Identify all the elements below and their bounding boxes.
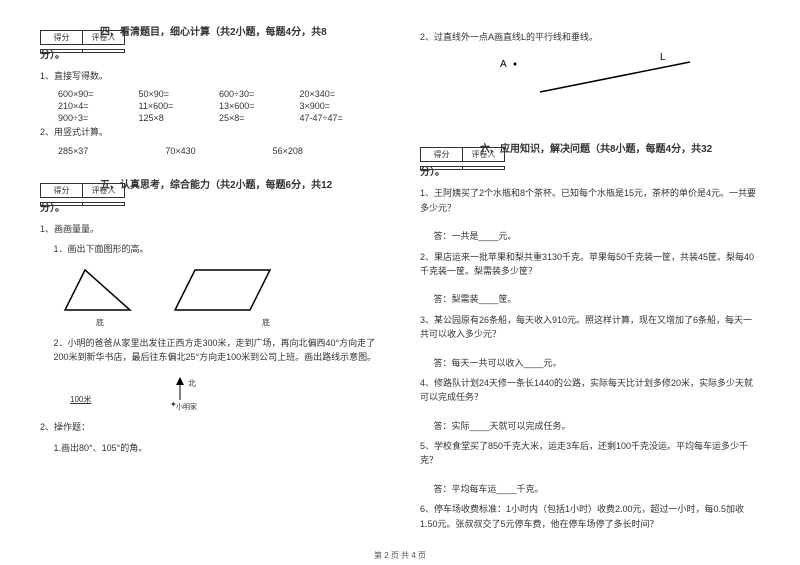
eq: 56×208 [273,146,380,156]
eq: 70×430 [165,146,272,156]
line-diagram: A L [500,52,760,99]
a6-2: 答：梨需装____筐。 [434,292,761,306]
a6-3: 答：每天一共可以收入____元。 [434,356,761,370]
left-column: 得分 评卷人 四、看清题目，细心计算（共2小题，每题4分，共8 分）。 1、直接… [40,30,380,525]
eq: 47-47÷47= [300,113,381,123]
q5-2: 2、操作题： [40,420,380,434]
q5-2a: 1.画出80°、105°的角。 [54,441,381,455]
home-text: 小明家 [176,402,197,412]
q6-4: 4、修路队计划24天修一条长1440的公路，实际每天比计划多修20米，实际多少天… [420,376,760,405]
eq-row-1: 210×4= 11×600= 13×600= 3×900= [58,101,380,111]
point-a-label: A [500,59,507,70]
q6-5: 5、学校食堂买了850千克大米，运走3车后，还剩100千克没运。平均每车运多少千… [420,439,760,468]
eq: 11×600= [139,101,220,111]
a6-1: 答：一共是____元。 [434,229,761,243]
parallelogram-icon [170,265,280,315]
eq: 210×4= [58,101,139,111]
eq: 600÷30= [219,89,300,99]
q6-3: 3、某公园原有26条船，每天收入910元。照这样计算，现在又增加了6条船，每天一… [420,313,760,342]
parallelogram-shape: 底 [170,265,280,328]
shapes-row: 底 底 [60,265,380,328]
eq: 25×8= [219,113,300,123]
q4-2: 2、用竖式计算。 [40,125,380,139]
eq-row-3: 285×37 70×430 56×208 [58,146,380,156]
page-footer: 第 2 页 共 4 页 [0,550,800,561]
para-label: 底 [170,317,280,328]
q6-6: 6、停车场收费标准：1小时内（包括1小时）收费2.00元，超过一小时，每0.5加… [420,502,760,531]
eq: 20×340= [300,89,381,99]
page-container: 得分 评卷人 四、看清题目，细心计算（共2小题，每题4分，共8 分）。 1、直接… [40,30,760,525]
eq: 285×37 [58,146,165,156]
q6-1: 1、王阿姨买了2个水瓶和8个茶杯。已知每个水瓶是15元，茶杯的单价是4元。一共要… [420,186,760,215]
q4-1: 1、直接写得数。 [40,69,380,83]
triangle-icon [60,265,140,315]
route-diagram: 北 ✦ 小明家 100米 [70,372,380,412]
eq: 50×90= [139,89,220,99]
q5-1a: 1．画出下面图形的高。 [54,242,381,256]
right-column: 2、过直线外一点A画直线L的平行线和垂线。 A L 得分 评卷人 六、应用知识，… [420,30,760,525]
score-label: 得分 [41,184,83,197]
right-q2: 2、过直线外一点A画直线L的平行线和垂线。 [420,30,760,44]
eq-row-0: 600×90= 50×90= 600÷30= 20×340= [58,89,380,99]
section-5-title-end: 分）。 [40,199,380,214]
q5-1: 1、画画量量。 [40,222,380,236]
section-6-title-end: 分）。 [420,163,760,178]
triangle-label: 底 [60,317,140,328]
north-label: 北 [188,378,196,389]
score-label: 得分 [421,148,463,161]
a6-5: 答：平均每车运____千克。 [434,482,761,496]
score-label: 得分 [41,31,83,44]
reviewer-blank [463,167,504,169]
dist-label: 100米 [70,394,91,405]
a6-4: 答：实际____天就可以完成任务。 [434,419,761,433]
eq: 13×600= [219,101,300,111]
section-4-title-end: 分）。 [40,46,380,61]
line-l-label: L [660,52,666,63]
q5-1b: 2．小明的爸爸从家里出发往正西方走300米，走到广场，再向北偏西40°方向走了2… [54,336,381,365]
eq: 125×8 [139,113,220,123]
eq: 900÷3= [58,113,139,123]
eq: 3×900= [300,101,381,111]
eq: 600×90= [58,89,139,99]
reviewer-blank [83,203,124,205]
q6-2: 2、果店运来一批苹果和梨共重3130千克。苹果每50千克装一筐，共装45筐。梨每… [420,250,760,279]
eq-row-2: 900÷3= 125×8 25×8= 47-47÷47= [58,113,380,123]
triangle-shape: 底 [60,265,140,328]
reviewer-blank [83,50,124,52]
